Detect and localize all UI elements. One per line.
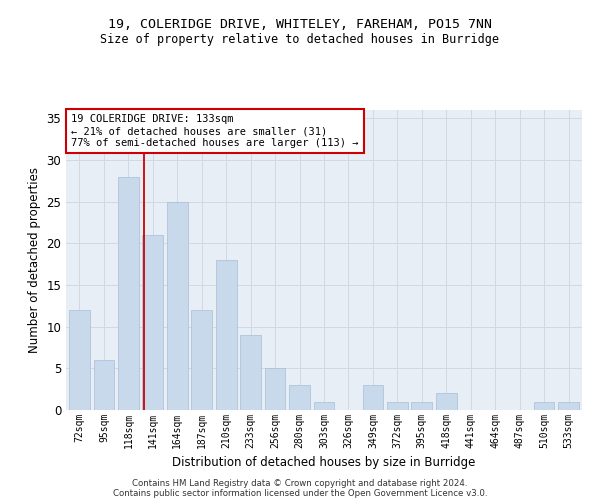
Bar — [362, 385, 383, 410]
X-axis label: Distribution of detached houses by size in Burridge: Distribution of detached houses by size … — [172, 456, 476, 469]
Bar — [265, 368, 286, 410]
Bar — [240, 335, 261, 410]
Text: Contains public sector information licensed under the Open Government Licence v3: Contains public sector information licen… — [113, 488, 487, 498]
Text: Size of property relative to detached houses in Burridge: Size of property relative to detached ho… — [101, 32, 499, 46]
Bar — [412, 402, 432, 410]
Y-axis label: Number of detached properties: Number of detached properties — [28, 167, 41, 353]
Bar — [94, 360, 114, 410]
Bar — [191, 310, 212, 410]
Bar — [289, 385, 310, 410]
Bar — [142, 235, 163, 410]
Text: 19 COLERIDGE DRIVE: 133sqm
← 21% of detached houses are smaller (31)
77% of semi: 19 COLERIDGE DRIVE: 133sqm ← 21% of deta… — [71, 114, 359, 148]
Bar — [167, 202, 188, 410]
Bar — [436, 394, 457, 410]
Bar — [387, 402, 408, 410]
Bar — [216, 260, 236, 410]
Text: Contains HM Land Registry data © Crown copyright and database right 2024.: Contains HM Land Registry data © Crown c… — [132, 478, 468, 488]
Bar — [69, 310, 90, 410]
Bar — [558, 402, 579, 410]
Text: 19, COLERIDGE DRIVE, WHITELEY, FAREHAM, PO15 7NN: 19, COLERIDGE DRIVE, WHITELEY, FAREHAM, … — [108, 18, 492, 30]
Bar — [534, 402, 554, 410]
Bar — [118, 176, 139, 410]
Bar — [314, 402, 334, 410]
